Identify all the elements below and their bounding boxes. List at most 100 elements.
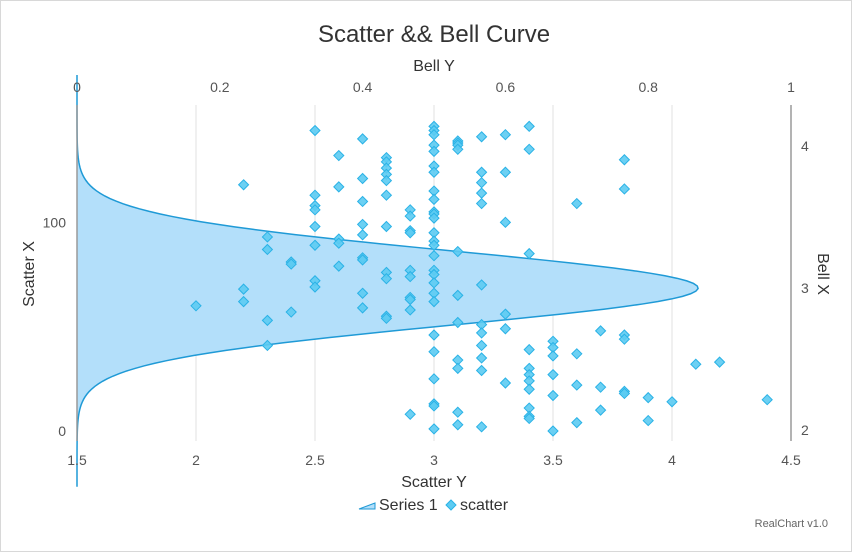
scatter-point[interactable]: [309, 189, 321, 201]
scatter-point[interactable]: [285, 306, 297, 318]
scatter-point[interactable]: [356, 218, 369, 231]
scatter-point[interactable]: [452, 316, 464, 329]
scatter-point[interactable]: [356, 133, 369, 145]
scatter-point[interactable]: [475, 364, 488, 377]
scatter-point[interactable]: [333, 237, 345, 249]
scatter-point[interactable]: [380, 189, 393, 201]
scatter-point[interactable]: [571, 348, 583, 360]
scatter-point[interactable]: [356, 302, 369, 314]
scatter-point[interactable]: [237, 283, 250, 295]
scatter-point[interactable]: [380, 220, 393, 233]
scatter-point[interactable]: [523, 143, 535, 156]
scatter-point[interactable]: [594, 404, 607, 416]
scatter-point[interactable]: [261, 314, 274, 327]
scatter-point[interactable]: [761, 393, 773, 406]
scatter-point[interactable]: [475, 352, 488, 364]
scatter-point[interactable]: [452, 419, 464, 431]
scatter-point[interactable]: [428, 400, 440, 412]
scatter-point[interactable]: [475, 339, 488, 352]
scatter-point[interactable]: [594, 381, 607, 393]
scatter-point[interactable]: [428, 145, 440, 158]
scatter-point[interactable]: [428, 329, 440, 341]
scatter-point[interactable]: [452, 406, 464, 418]
scatter-point[interactable]: [475, 187, 488, 199]
scatter-point[interactable]: [452, 245, 464, 258]
scatter-point[interactable]: [428, 373, 440, 385]
scatter-point[interactable]: [475, 176, 488, 189]
scatter-point[interactable]: [642, 391, 654, 404]
scatter-point[interactable]: [333, 149, 345, 162]
scatter-point[interactable]: [428, 295, 440, 308]
scatter-point[interactable]: [404, 408, 416, 421]
scatter-point[interactable]: [594, 325, 607, 337]
scatter-point[interactable]: [428, 345, 440, 358]
scatter-point[interactable]: [380, 174, 393, 187]
scatter-point[interactable]: [523, 343, 535, 356]
scatter-point[interactable]: [237, 295, 250, 308]
scatter-point[interactable]: [523, 120, 535, 133]
scatter-point[interactable]: [190, 300, 202, 312]
scatter-point[interactable]: [356, 287, 369, 299]
scatter-point[interactable]: [333, 181, 345, 193]
scatter-point[interactable]: [309, 281, 321, 293]
scatter-point[interactable]: [285, 258, 297, 270]
scatter-point[interactable]: [309, 239, 321, 251]
scatter-point[interactable]: [404, 304, 416, 316]
scatter-point[interactable]: [475, 131, 488, 143]
scatter-point[interactable]: [666, 396, 678, 408]
scatter-point[interactable]: [571, 416, 583, 429]
scatter-point[interactable]: [356, 195, 369, 208]
scatter-point[interactable]: [237, 179, 250, 191]
scatter-point[interactable]: [523, 383, 535, 395]
scatter-point[interactable]: [452, 289, 464, 302]
scatter-point[interactable]: [499, 323, 512, 335]
scatter-point[interactable]: [475, 279, 488, 291]
scatter-point[interactable]: [523, 412, 535, 425]
scatter-point[interactable]: [571, 379, 583, 391]
scatter-point[interactable]: [428, 166, 440, 178]
scatter-point[interactable]: [404, 210, 416, 222]
scatter-point[interactable]: [547, 389, 559, 402]
scatter-point[interactable]: [571, 197, 583, 210]
scatter-point[interactable]: [618, 154, 631, 166]
scatter-point[interactable]: [499, 308, 512, 320]
scatter-point[interactable]: [713, 356, 726, 368]
scatter-point[interactable]: [499, 166, 512, 178]
scatter-point[interactable]: [475, 327, 488, 339]
scatter-point[interactable]: [452, 143, 464, 156]
scatter-point[interactable]: [261, 231, 274, 243]
scatter-point[interactable]: [356, 254, 369, 266]
scatter-point[interactable]: [475, 197, 488, 210]
scatter-point[interactable]: [475, 421, 488, 433]
scatter-point[interactable]: [356, 172, 369, 185]
scatter-point[interactable]: [261, 243, 274, 256]
scatter-point[interactable]: [309, 124, 321, 137]
scatter-point[interactable]: [499, 128, 512, 141]
scatter-point[interactable]: [642, 414, 654, 427]
scatter-point[interactable]: [380, 312, 393, 325]
scatter-point[interactable]: [309, 204, 321, 216]
legend-item-scatter[interactable]: scatter: [445, 497, 509, 514]
scatter-point[interactable]: [475, 166, 488, 178]
scatter-point[interactable]: [309, 220, 321, 233]
scatter-point[interactable]: [690, 358, 702, 370]
scatter-point[interactable]: [452, 362, 464, 375]
scatter-point[interactable]: [523, 247, 535, 260]
scatter-point[interactable]: [618, 387, 631, 400]
scatter-point[interactable]: [499, 216, 512, 229]
scatter-point[interactable]: [404, 270, 416, 283]
scatter-point[interactable]: [618, 333, 631, 345]
scatter-point[interactable]: [356, 229, 369, 241]
scatter-point[interactable]: [547, 368, 559, 381]
scatter-point[interactable]: [428, 250, 440, 262]
scatter-point[interactable]: [404, 227, 416, 239]
scatter-point[interactable]: [428, 212, 440, 224]
scatter-point[interactable]: [261, 339, 274, 352]
scatter-point[interactable]: [428, 193, 440, 206]
scatter-point[interactable]: [618, 183, 631, 195]
scatter-point[interactable]: [333, 260, 345, 272]
scatter-point[interactable]: [428, 423, 440, 435]
scatter-point[interactable]: [547, 425, 559, 437]
scatter-point[interactable]: [380, 272, 393, 285]
scatter-point[interactable]: [547, 350, 559, 362]
